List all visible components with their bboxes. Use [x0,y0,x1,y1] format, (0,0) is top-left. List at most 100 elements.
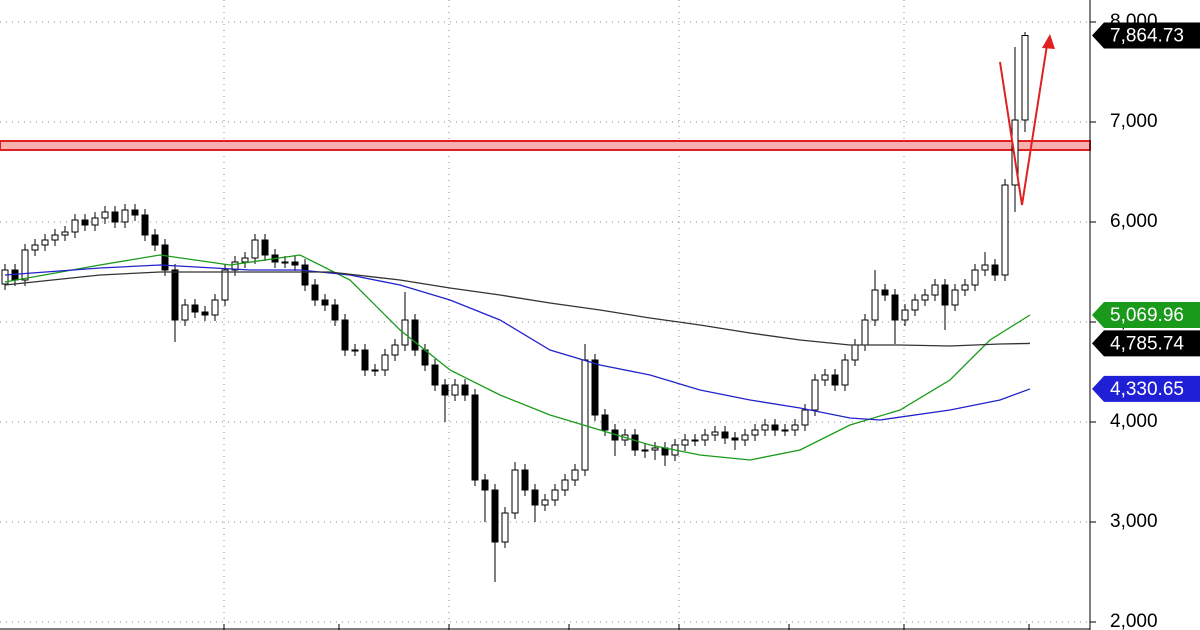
candle-body [201,311,209,316]
candle-body [861,319,869,346]
candle-body [631,434,639,451]
candle-body [451,384,459,396]
moving-average [4,271,1031,347]
candle-body [891,294,899,321]
candle-body [721,431,729,439]
candle-body [331,304,339,321]
resistance-band [0,140,1091,151]
candle-body [981,264,989,271]
candle-body [791,424,799,431]
y-tick-label: 3,000 [1110,511,1158,532]
candle-body [651,447,659,451]
candle-body [681,439,689,446]
arrow-line [999,44,1048,206]
candle-body [51,234,59,241]
candle-body [1,269,9,285]
price-tag [1092,22,1200,49]
arrow-head [1042,34,1055,49]
candle-body [221,269,229,301]
candle-body [851,344,859,361]
candle-body [91,217,99,226]
candle-body [311,284,319,301]
candle-body [111,211,119,223]
price-tag-label: 4,785.74 [1110,333,1184,354]
candle-body [821,374,829,381]
candle-body [921,294,929,301]
candle-body [551,489,559,501]
candle-body [871,289,879,321]
candle-body [281,261,289,264]
candle-body [801,409,809,426]
candle-body [521,469,529,491]
y-tick-label: 7,000 [1110,111,1158,132]
candle-body [151,234,159,246]
candle-body [881,289,889,296]
candle-body [831,374,839,386]
moving-average [4,264,1031,421]
candle-body [21,249,29,281]
price-tag [1092,375,1200,402]
candle-body [561,479,569,491]
mark-layer [1,32,1031,582]
candle-body [121,209,129,223]
candle-body [1021,35,1029,121]
candle-body [301,264,309,286]
candle-body [211,299,219,316]
candle-body [1001,184,1009,276]
candle-body [711,431,719,436]
candle-body [191,304,199,313]
candle-body [141,214,149,236]
candle-body [941,284,949,306]
candle-body [781,429,789,432]
candle-body [321,299,329,306]
price-tag-label: 4,330.65 [1110,379,1184,400]
price-tag [1092,302,1200,329]
candle-body [811,379,819,411]
candle-body [581,359,589,471]
candle-body [341,319,349,351]
candle-body [161,244,169,271]
candle-body [261,239,269,256]
price-tag-label: 5,069.96 [1110,305,1184,326]
candle-body [381,354,389,371]
candle-body [511,469,519,514]
candle-body [251,239,259,259]
candle-body [601,414,609,431]
candle-body [971,269,979,286]
candle-body [931,284,939,296]
candle-body [771,424,779,431]
candle-body [731,437,739,441]
candle-body [501,512,509,543]
candle-body [841,359,849,386]
candle-body [291,261,299,266]
candle-body [691,439,699,442]
candle-body [491,489,499,543]
y-tick-label: 2,000 [1110,611,1158,630]
candle-body [391,344,399,356]
y-tick-label: 4,000 [1110,411,1158,432]
candle-body [641,449,649,452]
candle-body [761,424,769,431]
annotation-arrow [999,34,1055,206]
candle-body [31,244,39,251]
candle-body [411,319,419,351]
price-tag-label: 7,864.73 [1110,26,1184,47]
candle-body [541,499,549,506]
grid-layer [0,0,1091,630]
candle-body [171,269,179,321]
candle-body [181,304,189,321]
candle-body [131,209,139,216]
candle-body [441,384,449,396]
candle-body [741,434,749,441]
candle-body [61,231,69,236]
candle-body [591,359,599,416]
candle-body [371,369,379,372]
moving-average [4,254,1031,461]
candle-body [951,289,959,306]
candle-body [461,384,469,396]
candle-body [41,239,49,246]
candle-body [81,219,89,226]
